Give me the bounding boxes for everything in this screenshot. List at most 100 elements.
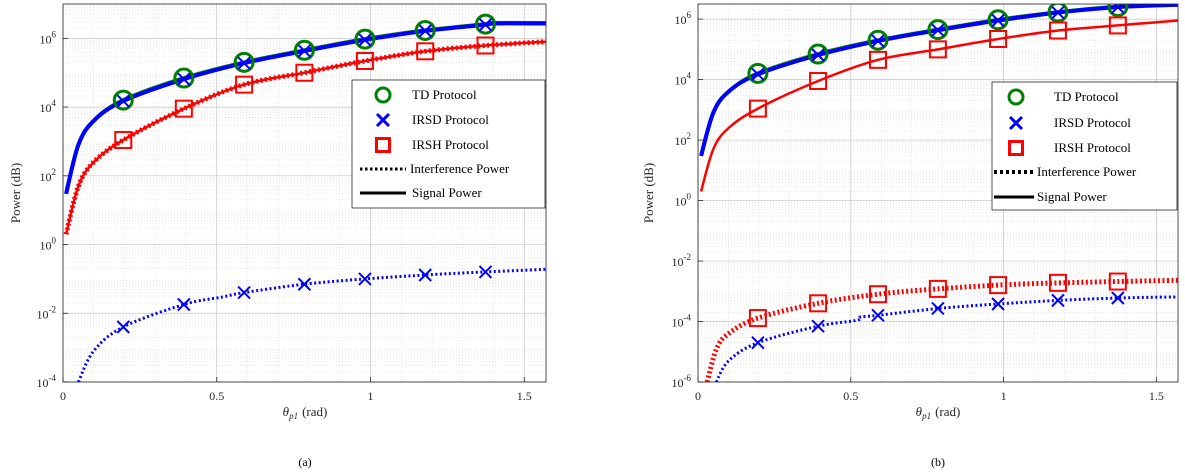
marker-irsh-square — [114, 131, 133, 150]
marker-irsh-square — [1048, 273, 1067, 292]
marker-irsh-square — [355, 51, 374, 70]
data-markers — [112, 13, 496, 334]
y-tick-label: 100 — [675, 192, 692, 209]
marker-td-circle — [747, 62, 769, 84]
marker-irsd-x — [478, 17, 493, 32]
x-tick-label: 1.5 — [1149, 389, 1164, 403]
marker-td-circle — [867, 29, 889, 51]
panel-caption: (a) — [298, 455, 311, 469]
marker-td-circle — [1047, 4, 1069, 23]
y-tick-label: 10-6 — [672, 373, 692, 390]
marker-irsd-x — [177, 297, 191, 312]
x-tick-label: 0 — [695, 389, 701, 403]
legend-td-circle-icon — [1007, 88, 1025, 106]
marker-irsh-square — [174, 99, 193, 118]
marker-irsd-x — [237, 285, 251, 300]
y-axis-label: Power (dB) — [8, 163, 23, 223]
legend-td-circle-icon — [374, 86, 392, 104]
series-line-irsd-interference — [714, 295, 1178, 382]
x-axis-label-main: θ — [916, 404, 923, 419]
y-tick-label: 104 — [675, 71, 692, 88]
y-tick-label: 106 — [675, 10, 692, 27]
legend-interference-label: Interference Power — [410, 161, 510, 176]
marker-irsh-square — [748, 99, 767, 118]
marker-irsh-square — [989, 30, 1008, 49]
marker-irsd-x — [931, 23, 945, 37]
legend-irsh-label: IRSH Protocol — [412, 137, 489, 152]
axis-ticks: 10-4 10-2 100 102 104 106 0 0.5 1 1.5 — [37, 29, 532, 403]
marker-irsd-x — [358, 272, 372, 286]
marker-td-circle — [354, 28, 376, 50]
marker-irsh-square — [928, 40, 947, 59]
marker-irsd-x — [811, 48, 825, 62]
marker-irsd-x — [811, 319, 825, 333]
y-tick-label: 102 — [675, 131, 692, 148]
x-tick-label: 0.5 — [843, 389, 858, 403]
x-axis-label: θp1 (rad) — [916, 404, 961, 421]
legend: TD Protocol IRSD Protocol IRSH Protocol … — [351, 79, 546, 209]
marker-irsh-square — [809, 71, 828, 90]
marker-irsd-x — [871, 34, 885, 48]
y-tick-label: 106 — [40, 29, 57, 46]
marker-irsd-x — [751, 67, 765, 81]
marker-irsd-x — [418, 268, 432, 282]
x-axis-label-sub: p1 — [921, 411, 931, 421]
legend-irsd-x-icon — [1008, 115, 1024, 131]
marker-irsh-square — [868, 50, 887, 69]
marker-irsd-x — [297, 277, 312, 291]
marker-irsh-square — [295, 63, 314, 82]
y-tick-label: 102 — [40, 167, 57, 184]
x-tick-label: 1.5 — [517, 389, 532, 403]
marker-irsd-x — [751, 335, 765, 350]
x-axis-label-unit: (rad) — [302, 404, 327, 419]
series-line-irsh-signal — [699, 19, 1178, 192]
marker-irsd-x — [297, 44, 312, 58]
marker-irsd-x — [418, 24, 432, 38]
marker-irsd-x — [1051, 5, 1065, 20]
x-axis-label-main: θ — [283, 404, 290, 419]
y-tick-label: 10-2 — [672, 252, 692, 269]
marker-irsh-square — [416, 42, 435, 61]
legend-irsh-label: IRSH Protocol — [1054, 140, 1131, 155]
marker-irsd-x — [116, 94, 130, 108]
data-markers — [747, 4, 1129, 350]
panel-caption: (b) — [931, 455, 945, 469]
marker-irsh-square — [809, 294, 828, 313]
marker-irsh-square — [1048, 21, 1067, 40]
marker-td-circle — [414, 19, 436, 41]
marker-irsd-x — [237, 56, 251, 70]
x-tick-label: 0.5 — [209, 389, 224, 403]
legend-irsh-square-icon — [1008, 140, 1024, 156]
series-line-irsh-interference — [63, 39, 546, 235]
plot-frame — [697, 3, 1179, 383]
x-axis-label-unit: (rad) — [935, 404, 960, 419]
marker-irsh-square — [928, 279, 947, 298]
series-line-irsd-signal — [64, 21, 546, 195]
y-tick-label: 104 — [40, 98, 57, 115]
marker-td-circle — [233, 51, 255, 73]
marker-td-circle — [807, 43, 829, 65]
marker-irsd-x — [991, 13, 1005, 28]
marker-irsh-square — [868, 285, 887, 304]
marker-irsh-square — [748, 309, 767, 328]
legend: TD Protocol IRSD Protocol IRSH Protocol … — [991, 81, 1178, 211]
marker-irsd-x — [991, 297, 1005, 311]
x-tick-label: 1 — [367, 389, 373, 403]
marker-td-circle — [173, 67, 195, 89]
marker-irsd-x — [358, 33, 372, 47]
marker-irsd-x — [478, 265, 493, 279]
x-axis-label-sub: p1 — [288, 411, 298, 421]
legend-irsd-label: IRSD Protocol — [1054, 115, 1131, 130]
legend-interference-label: Interference Power — [1037, 164, 1137, 179]
y-tick-label: 10-2 — [37, 304, 57, 321]
panel-b: 10-6 10-4 10-2 100 102 104 106 0 0.5 1 1.5 Power (… — [641, 3, 1179, 469]
legend-td-label: TD Protocol — [412, 87, 477, 102]
marker-irsh-square — [1108, 272, 1127, 291]
marker-irsd-x — [1051, 293, 1065, 308]
y-tick-label: 100 — [40, 236, 57, 253]
marker-td-circle — [1107, 4, 1129, 18]
x-axis-label: θp1 (rad) — [283, 404, 328, 421]
marker-td-circle — [293, 39, 315, 61]
marker-td-circle — [987, 9, 1009, 31]
